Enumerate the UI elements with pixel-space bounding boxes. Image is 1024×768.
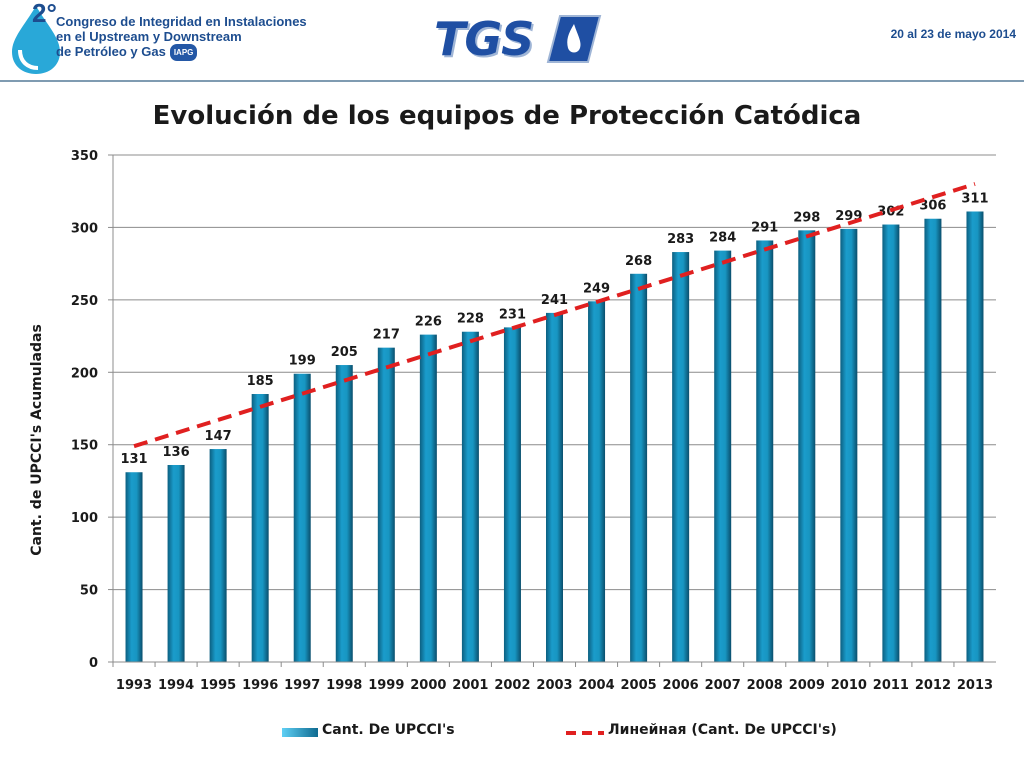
x-tick-label: 1996 xyxy=(242,678,278,693)
x-tick-label: 2013 xyxy=(957,678,993,693)
water-drop-logo-icon xyxy=(12,6,60,74)
x-tick-label: 2005 xyxy=(621,678,657,693)
y-tick-label: 300 xyxy=(71,221,98,236)
x-tick-label: 2009 xyxy=(789,678,825,693)
bar xyxy=(546,312,563,662)
legend-label-trend: Линейная (Cant. De UPCCI's) xyxy=(608,722,837,738)
header-banner: 2° Congreso de Integridad en Instalacion… xyxy=(0,0,1024,82)
data-label: 231 xyxy=(499,307,526,322)
y-axis-label: Cant. de UPCCI's Acumuladas xyxy=(29,324,45,556)
x-tick-label: 2002 xyxy=(494,678,530,693)
x-tick-label: 2006 xyxy=(663,678,699,693)
conference-line: de Petróleo y Gas xyxy=(56,44,166,59)
y-tick-label: 350 xyxy=(71,149,98,164)
data-label: 205 xyxy=(331,345,358,360)
bar xyxy=(461,331,479,662)
x-tick-label: 1993 xyxy=(116,678,152,693)
y-tick-label: 200 xyxy=(71,366,98,381)
bar xyxy=(756,240,774,663)
data-label: 185 xyxy=(247,374,274,389)
chart-title: Evolución de los equipos de Protección C… xyxy=(152,101,862,131)
data-label: 311 xyxy=(961,191,988,206)
trendline xyxy=(133,182,976,449)
bar xyxy=(966,211,984,662)
x-tick-label: 2011 xyxy=(873,678,909,693)
bar xyxy=(672,252,690,662)
tgs-logo: TGS xyxy=(434,12,534,66)
data-label: 147 xyxy=(205,429,232,444)
x-tick-label: 2010 xyxy=(831,678,867,693)
bar xyxy=(377,347,395,662)
x-tick-label: 2000 xyxy=(410,678,446,693)
x-tick-label: 2007 xyxy=(705,678,741,693)
x-tick-label: 1999 xyxy=(368,678,404,693)
legend-swatch-bars xyxy=(282,728,318,737)
bar xyxy=(882,224,900,662)
data-label: 136 xyxy=(163,445,190,460)
data-label: 199 xyxy=(289,354,316,369)
bar xyxy=(293,373,311,662)
bar xyxy=(335,365,353,662)
data-label: 284 xyxy=(709,231,736,246)
event-dates: 20 al 23 de mayo 2014 xyxy=(890,27,1016,41)
x-tick-label: 1998 xyxy=(326,678,362,693)
bar xyxy=(798,230,816,662)
x-tick-label: 2004 xyxy=(578,678,614,693)
data-label: 241 xyxy=(541,293,568,308)
data-label: 306 xyxy=(919,199,946,214)
x-tick-label: 1997 xyxy=(284,678,320,693)
conference-line: en el Upstream y Downstream xyxy=(56,29,242,44)
x-tick-label: 1994 xyxy=(158,678,194,693)
data-label: 268 xyxy=(625,254,652,269)
x-tick-label: 2001 xyxy=(452,678,488,693)
bar xyxy=(167,464,185,662)
x-tick-label: 2008 xyxy=(747,678,783,693)
x-tick-label: 2012 xyxy=(915,678,951,693)
iapg-badge: IAPG xyxy=(169,44,198,62)
bar xyxy=(630,273,648,662)
conference-name: Congreso de Integridad en Instalaciones … xyxy=(56,14,316,62)
x-tick-label: 1995 xyxy=(200,678,236,693)
data-label: 249 xyxy=(583,281,610,296)
data-label: 298 xyxy=(793,210,820,225)
data-label: 283 xyxy=(667,232,694,247)
data-label: 228 xyxy=(457,312,484,327)
y-tick-label: 50 xyxy=(80,584,98,599)
bar xyxy=(251,394,269,662)
tgs-flame-icon xyxy=(546,15,602,63)
bar xyxy=(714,250,732,662)
bar xyxy=(588,301,606,662)
bar xyxy=(209,449,227,662)
legend-label-bars: Cant. De UPCCI's xyxy=(322,722,455,738)
x-tick-label: 2003 xyxy=(536,678,572,693)
conference-number: 2° xyxy=(32,0,57,28)
y-tick-label: 150 xyxy=(71,439,98,454)
data-label: 226 xyxy=(415,315,442,330)
data-label: 131 xyxy=(120,452,147,467)
conference-line: Congreso de Integridad en Instalaciones xyxy=(56,14,307,29)
y-tick-label: 250 xyxy=(71,294,98,309)
bar xyxy=(125,472,143,662)
y-tick-label: 0 xyxy=(89,656,98,671)
bar xyxy=(924,218,942,663)
bar xyxy=(503,327,521,662)
data-label: 217 xyxy=(373,328,400,343)
bar xyxy=(419,334,437,662)
data-label: 291 xyxy=(751,220,778,235)
bar xyxy=(840,228,858,662)
y-tick-label: 100 xyxy=(71,511,98,526)
